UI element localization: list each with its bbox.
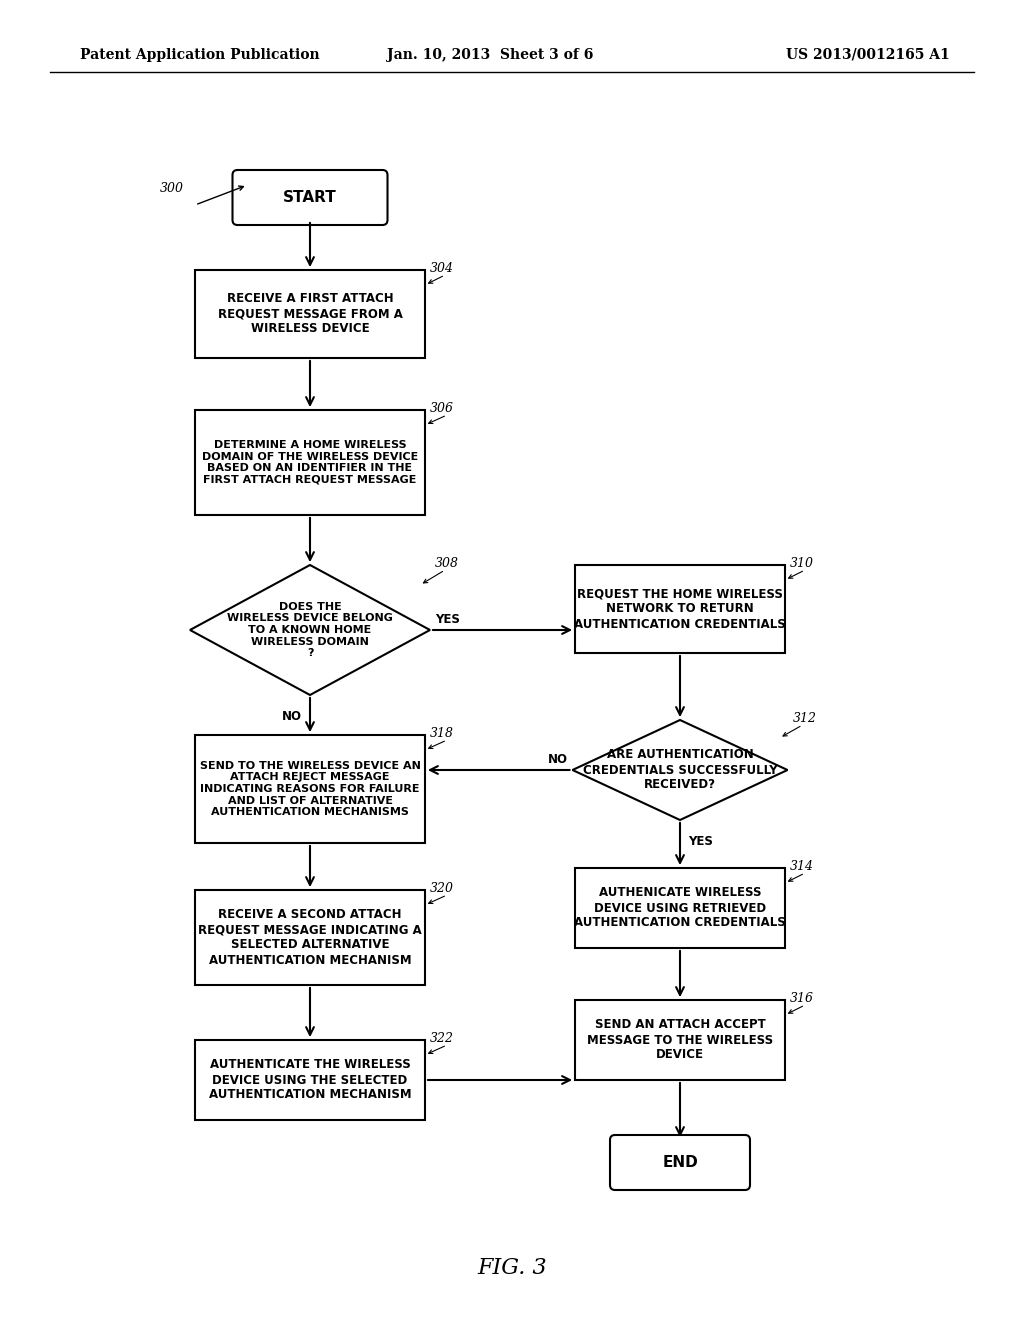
Text: 300: 300	[160, 182, 184, 195]
Text: ARE AUTHENTICATION
CREDENTIALS SUCCESSFULLY
RECEIVED?: ARE AUTHENTICATION CREDENTIALS SUCCESSFU…	[583, 748, 777, 792]
Text: START: START	[283, 190, 337, 205]
Text: SEND AN ATTACH ACCEPT
MESSAGE TO THE WIRELESS
DEVICE: SEND AN ATTACH ACCEPT MESSAGE TO THE WIR…	[587, 1019, 773, 1061]
Text: 308: 308	[435, 557, 459, 570]
Text: NO: NO	[282, 710, 302, 723]
Text: 320: 320	[430, 882, 454, 895]
Text: US 2013/0012165 A1: US 2013/0012165 A1	[786, 48, 950, 62]
FancyBboxPatch shape	[610, 1135, 750, 1191]
Text: END: END	[663, 1155, 698, 1170]
Bar	[575, 869, 785, 948]
Bar	[575, 1001, 785, 1080]
Text: YES: YES	[688, 836, 713, 847]
Text: REQUEST THE HOME WIRELESS
NETWORK TO RETURN
AUTHENTICATION CREDENTIALS: REQUEST THE HOME WIRELESS NETWORK TO RET…	[574, 587, 785, 631]
Text: 314: 314	[790, 861, 814, 873]
Bar	[195, 890, 425, 985]
Bar	[195, 1040, 425, 1119]
Text: 306: 306	[430, 403, 454, 414]
Bar	[195, 735, 425, 843]
Text: FIG. 3: FIG. 3	[477, 1257, 547, 1279]
Text: AUTHENICATE WIRELESS
DEVICE USING RETRIEVED
AUTHENTICATION CREDENTIALS: AUTHENICATE WIRELESS DEVICE USING RETRIE…	[574, 887, 785, 929]
Text: YES: YES	[435, 612, 460, 626]
Bar	[195, 411, 425, 515]
Text: AUTHENTICATE THE WIRELESS
DEVICE USING THE SELECTED
AUTHENTICATION MECHANISM: AUTHENTICATE THE WIRELESS DEVICE USING T…	[209, 1059, 412, 1101]
Text: Patent Application Publication: Patent Application Publication	[80, 48, 319, 62]
Text: RECEIVE A SECOND ATTACH
REQUEST MESSAGE INDICATING A
SELECTED ALTERNATIVE
AUTHEN: RECEIVE A SECOND ATTACH REQUEST MESSAGE …	[198, 908, 422, 966]
Text: DOES THE
WIRELESS DEVICE BELONG
TO A KNOWN HOME
WIRELESS DOMAIN
?: DOES THE WIRELESS DEVICE BELONG TO A KNO…	[227, 602, 393, 659]
Text: DETERMINE A HOME WIRELESS
DOMAIN OF THE WIRELESS DEVICE
BASED ON AN IDENTIFIER I: DETERMINE A HOME WIRELESS DOMAIN OF THE …	[202, 440, 418, 484]
Polygon shape	[572, 719, 787, 820]
Text: 322: 322	[430, 1032, 454, 1045]
Bar	[195, 271, 425, 358]
FancyBboxPatch shape	[232, 170, 387, 224]
Text: 318: 318	[430, 727, 454, 741]
Polygon shape	[190, 565, 430, 696]
Text: Jan. 10, 2013  Sheet 3 of 6: Jan. 10, 2013 Sheet 3 of 6	[387, 48, 593, 62]
Text: 310: 310	[790, 557, 814, 570]
Text: 316: 316	[790, 993, 814, 1005]
Text: RECEIVE A FIRST ATTACH
REQUEST MESSAGE FROM A
WIRELESS DEVICE: RECEIVE A FIRST ATTACH REQUEST MESSAGE F…	[217, 293, 402, 335]
Text: 312: 312	[793, 711, 816, 725]
Text: SEND TO THE WIRELESS DEVICE AN
ATTACH REJECT MESSAGE
INDICATING REASONS FOR FAIL: SEND TO THE WIRELESS DEVICE AN ATTACH RE…	[200, 760, 421, 817]
Text: 304: 304	[430, 261, 454, 275]
Text: NO: NO	[548, 752, 567, 766]
Bar	[575, 565, 785, 653]
